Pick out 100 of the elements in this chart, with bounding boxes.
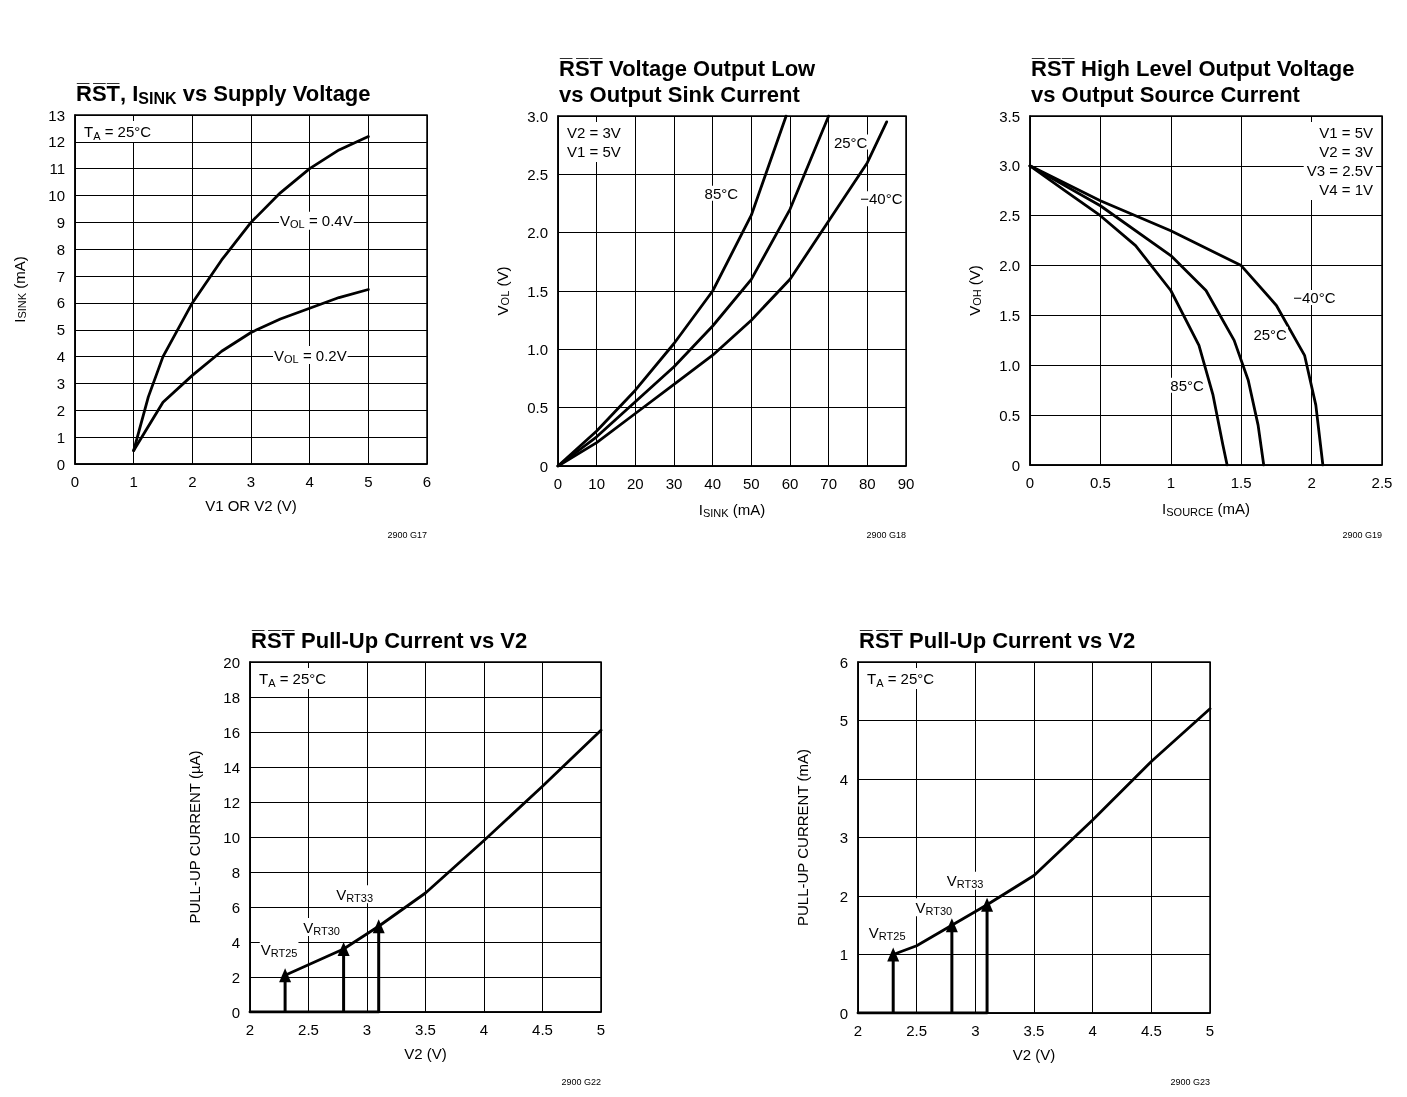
x-tick-label: 60 <box>781 475 799 492</box>
x-tick-label: 70 <box>820 475 838 492</box>
x-tick-label: 50 <box>742 475 760 492</box>
y-tick-label: 5 <box>56 321 65 339</box>
x-axis-title: V1 OR V2 (V) <box>205 497 297 514</box>
x-tick-label: 2 <box>245 1021 255 1038</box>
x-tick-label: 5 <box>1205 1022 1215 1039</box>
y-tick-label: 2 <box>839 887 848 905</box>
y-tick-label: 3.5 <box>999 107 1020 125</box>
y-tick-label: 13 <box>48 106 65 124</box>
x-tick-label: 6 <box>422 473 432 490</box>
x-tick-label: 2 <box>188 473 197 490</box>
y-tick-label: 12 <box>48 133 65 151</box>
y-tick-label: 4 <box>839 770 848 788</box>
y-tick-label: 0.5 <box>527 399 548 417</box>
x-tick-label: 30 <box>665 475 683 492</box>
y-tick-label: 7 <box>56 267 65 285</box>
y-tick-label: 0 <box>539 457 548 475</box>
x-tick-label: 20 <box>626 475 644 492</box>
x-tick-label: 2.5 <box>298 1021 319 1038</box>
x-tick-label: 4.5 <box>1140 1022 1162 1039</box>
x-tick-label: 3 <box>246 473 256 490</box>
x-tick-label: 80 <box>858 475 876 492</box>
y-tick-label: 10 <box>48 187 65 205</box>
y-tick-label: 8 <box>56 240 65 258</box>
y-tick-label: 18 <box>223 688 240 706</box>
annotation: V2 = 3V V1 = 5V <box>567 124 621 160</box>
annotation: 85°C <box>704 184 739 202</box>
x-tick-label: 2.5 <box>906 1022 928 1039</box>
y-tick-label: 0.5 <box>999 406 1020 424</box>
x-tick-label: 0 <box>553 475 563 492</box>
y-tick-label: 2.0 <box>999 257 1020 275</box>
y-tick-label: 8 <box>231 863 240 881</box>
y-tick-label: 1.0 <box>999 356 1020 374</box>
y-tick-label: 9 <box>56 213 65 231</box>
annotation: 25°C <box>833 133 868 151</box>
y-tick-label: 6 <box>231 898 240 916</box>
y-tick-label: 16 <box>223 723 240 741</box>
annotation: 25°C <box>1253 325 1288 343</box>
text: 2900 G23 <box>1170 1076 1210 1087</box>
text: 2900 G18 <box>866 529 906 540</box>
x-tick-label: 0 <box>1025 474 1035 491</box>
y-tick-label: 0 <box>56 455 65 473</box>
x-tick-label: 10 <box>588 475 606 492</box>
text: 2900 G17 <box>387 529 427 540</box>
chart-title: R̅S̅T̅ Pull-Up Current vs V2 <box>251 627 528 653</box>
x-tick-label: 2 <box>1307 474 1316 491</box>
y-axis-title: PULL-UP CURRENT (µA) <box>186 750 203 924</box>
x-tick-label: 1 <box>1166 474 1175 491</box>
y-axis-title: ISINK (mA) <box>11 256 28 323</box>
y-axis-title: VOL (V) <box>494 266 511 316</box>
y-tick-label: 6 <box>839 653 848 671</box>
y-tick-label: 0 <box>1011 456 1020 474</box>
y-tick-label: 6 <box>56 294 65 312</box>
x-tick-label: 4.5 <box>532 1021 553 1038</box>
y-tick-label: 0 <box>231 1003 240 1021</box>
annotation: −40°C <box>1293 288 1336 306</box>
y-tick-label: 10 <box>223 828 240 846</box>
x-tick-label: 0 <box>70 473 80 490</box>
y-tick-label: 11 <box>49 160 65 178</box>
y-tick-label: 3 <box>56 374 65 392</box>
x-tick-label: 0.5 <box>1089 474 1111 491</box>
y-tick-label: 2 <box>231 968 240 986</box>
annotation: −40°C <box>860 190 903 208</box>
y-axis-title: PULL-UP CURRENT (mA) <box>794 749 811 926</box>
chart-title: R̅S̅T̅ Pull-Up Current vs V2 <box>859 627 1136 653</box>
y-tick-label: 5 <box>839 712 848 729</box>
y-tick-label: 1.5 <box>999 306 1020 324</box>
x-tick-label: 4 <box>305 473 314 490</box>
y-tick-label: 2.5 <box>999 207 1020 225</box>
text: 2900 G19 <box>1342 529 1382 540</box>
x-axis-title: V2 (V) <box>1012 1046 1056 1063</box>
y-tick-label: 4 <box>56 348 65 366</box>
y-tick-label: 12 <box>223 793 240 811</box>
y-tick-label: 4 <box>231 933 240 951</box>
y-tick-label: 2.0 <box>527 224 548 242</box>
annotation: V1 = 5V V2 = 3V V3 = 2.5V V4 = 1V <box>1306 124 1373 198</box>
chart-title: R̅S̅T̅ Voltage Output Low vs Output Sink Current <box>559 55 817 107</box>
text: 2900 G22 <box>561 1076 601 1087</box>
y-tick-label: 3 <box>839 829 848 846</box>
x-tick-label: 4 <box>479 1021 489 1038</box>
y-tick-label: 0 <box>839 1004 848 1022</box>
annotation: 85°C <box>1170 376 1204 394</box>
y-tick-label: 14 <box>223 758 240 776</box>
y-tick-label: 1.0 <box>527 340 548 358</box>
x-tick-label: 1 <box>129 473 138 490</box>
y-tick-label: 2 <box>56 401 65 419</box>
x-axis-title: V2 (V) <box>404 1045 447 1062</box>
x-tick-label: 90 <box>897 475 915 492</box>
y-tick-label: 1 <box>56 428 65 446</box>
x-tick-label: 2 <box>853 1022 863 1039</box>
x-tick-label: 40 <box>704 475 722 492</box>
y-tick-label: 3.0 <box>999 157 1020 175</box>
y-tick-label: 20 <box>223 653 240 671</box>
x-tick-label: 3.5 <box>1023 1022 1045 1039</box>
x-tick-label: 4 <box>1088 1022 1097 1039</box>
x-tick-label: 5 <box>364 473 373 490</box>
x-tick-label: 3.5 <box>415 1021 436 1038</box>
x-tick-label: 2.5 <box>1371 474 1393 491</box>
x-tick-label: 1.5 <box>1230 474 1252 491</box>
